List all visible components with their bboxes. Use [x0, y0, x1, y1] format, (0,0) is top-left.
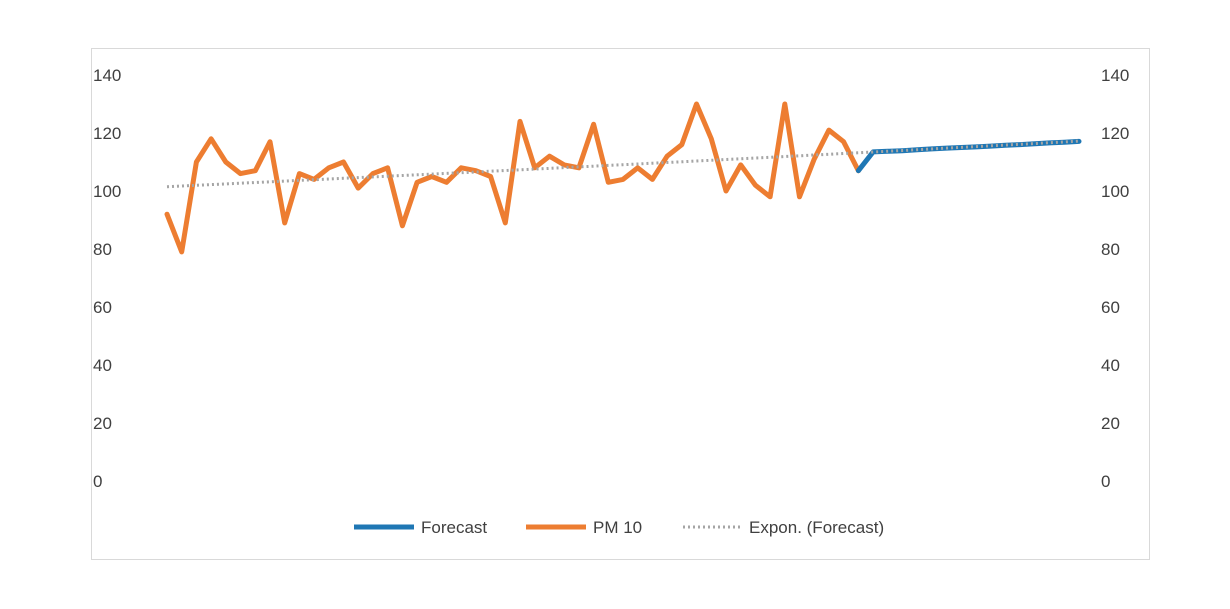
series-line-forecast	[855, 138, 1082, 174]
y-tick-label-right: 60	[1101, 298, 1120, 317]
legend-item-pm10: PM 10	[526, 518, 642, 537]
y-tick-label-right: 100	[1101, 182, 1129, 201]
series-line-pm10	[164, 101, 861, 255]
y-tick-label-right: 0	[1101, 472, 1110, 491]
legend: Forecast PM 10 Expon. (Forecast)	[354, 518, 884, 537]
y-tick-label-right: 80	[1101, 240, 1120, 259]
legend-label: Expon. (Forecast)	[749, 518, 884, 537]
y-tick-label-right: 20	[1101, 414, 1120, 433]
y-tick-label-right: 40	[1101, 356, 1120, 375]
plot-area	[164, 101, 1082, 255]
y-tick-label-left: 120	[93, 124, 121, 143]
left-y-axis: 0 20 40 60 80 100 120 140	[93, 66, 121, 491]
right-y-axis: 0 20 40 60 80 100 120 140	[1101, 66, 1129, 491]
y-tick-label-left: 20	[93, 414, 112, 433]
y-tick-label-right: 120	[1101, 124, 1129, 143]
legend-label: Forecast	[421, 518, 487, 537]
line-chart: 0 20 40 60 80 100 120 140 0 20 40 60 80 100 120 140 Fo…	[93, 66, 1129, 537]
y-tick-label-left: 80	[93, 240, 112, 259]
y-tick-label-left: 100	[93, 182, 121, 201]
y-tick-label-left: 60	[93, 298, 112, 317]
y-tick-label-left: 140	[93, 66, 121, 85]
legend-item-expon: Expon. (Forecast)	[683, 518, 884, 537]
chart-area: 0 20 40 60 80 100 120 140 0 20 40 60 80 100 120 140 Fo…	[91, 48, 1150, 560]
y-tick-label-left: 40	[93, 356, 112, 375]
legend-item-forecast: Forecast	[354, 518, 487, 537]
y-tick-label-right: 140	[1101, 66, 1129, 85]
y-tick-label-left: 0	[93, 472, 102, 491]
legend-label: PM 10	[593, 518, 642, 537]
trendline-expon-forecast	[166, 139, 1080, 189]
